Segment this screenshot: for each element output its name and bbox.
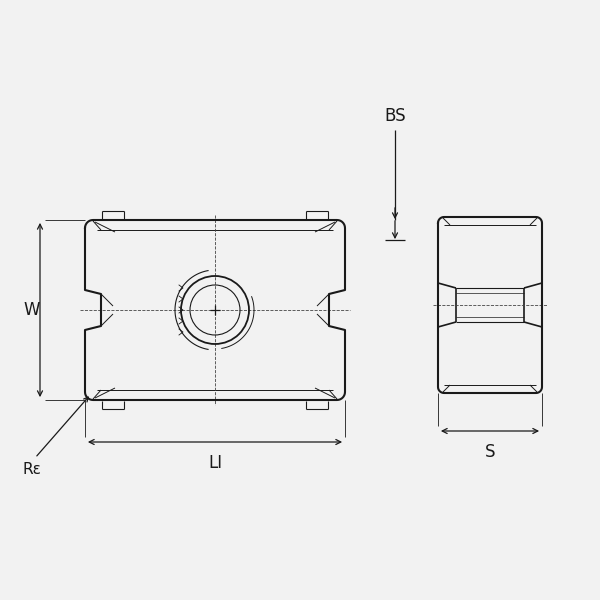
Text: S: S xyxy=(485,443,495,461)
Text: BS: BS xyxy=(384,107,406,125)
Text: LI: LI xyxy=(208,454,222,472)
Text: Rε: Rε xyxy=(23,462,42,477)
Text: W: W xyxy=(24,301,40,319)
